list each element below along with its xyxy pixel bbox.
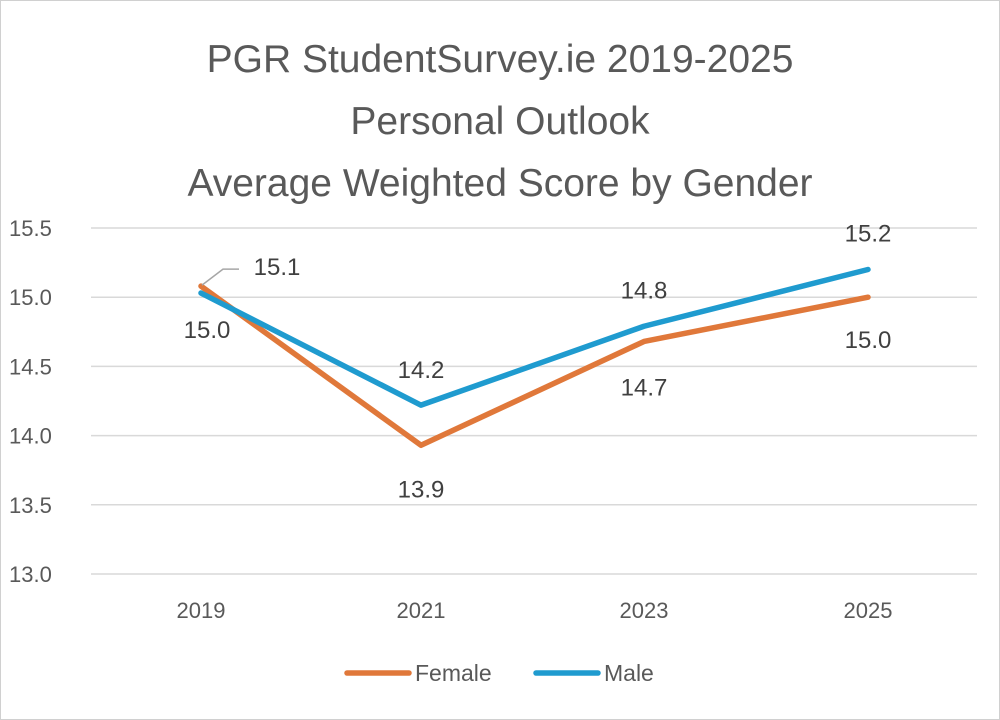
x-axis: 2019 2021 2023 2025 <box>177 598 893 623</box>
data-label-male: 15.2 <box>845 221 892 248</box>
data-label-male: 14.8 <box>621 277 668 304</box>
x-tick-label: 2023 <box>620 598 669 623</box>
series-line-male <box>198 266 871 408</box>
y-tick-label: 15.5 <box>9 216 52 241</box>
data-label-male: 15.0 <box>184 317 231 344</box>
x-tick-label: 2021 <box>397 598 446 623</box>
y-tick-label: 14.5 <box>9 354 52 379</box>
legend: Female Male <box>344 660 654 686</box>
gridlines <box>91 227 977 575</box>
data-label-female: 15.1 <box>254 254 301 281</box>
data-labels: 15.1 13.9 14.7 15.0 15.0 14.2 14.8 15.2 <box>184 221 892 504</box>
y-tick-label: 13.5 <box>9 493 52 518</box>
chart-title: PGR StudentSurvey.ie 2019-2025 Personal … <box>1 29 999 215</box>
data-label-female: 13.9 <box>398 476 445 503</box>
y-tick-label: 13.0 <box>9 562 52 587</box>
data-label-female: 14.7 <box>621 374 668 401</box>
y-tick-label: 14.0 <box>9 424 52 449</box>
x-tick-label: 2025 <box>844 598 893 623</box>
legend-label-male: Male <box>604 660 654 686</box>
series-lines <box>198 266 871 449</box>
legend-label-female: Female <box>415 660 492 686</box>
x-tick-label: 2019 <box>177 598 226 623</box>
y-axis: 13.0 13.5 14.0 14.5 15.0 15.5 <box>9 216 52 587</box>
chart-title-line-3: Average Weighted Score by Gender <box>187 162 813 205</box>
y-tick-label: 15.0 <box>9 285 52 310</box>
data-label-female: 15.0 <box>845 327 892 354</box>
chart-title-line-2: Personal Outlook <box>350 100 650 143</box>
chart-title-line-1: PGR StudentSurvey.ie 2019-2025 <box>206 38 794 81</box>
data-label-leader-line <box>201 268 239 286</box>
series-line-female <box>198 283 871 449</box>
data-label-male: 14.2 <box>398 357 445 384</box>
